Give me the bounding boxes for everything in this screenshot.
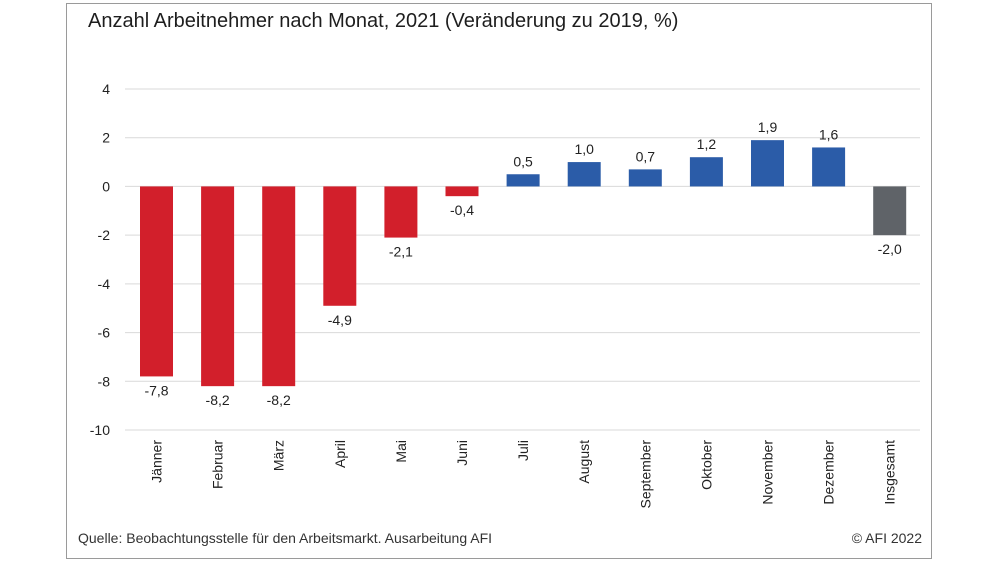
bar — [140, 186, 173, 377]
x-tick-label: Mai — [393, 440, 409, 463]
y-tick-label: -4 — [98, 276, 111, 292]
y-tick-label: 4 — [102, 81, 110, 97]
data-label: 1,2 — [697, 136, 717, 152]
source-note: Quelle: Beobachtungsstelle für den Arbei… — [78, 530, 493, 546]
data-label: -8,2 — [267, 392, 291, 408]
x-tick-label: April — [332, 440, 348, 468]
bar — [506, 174, 540, 187]
bar — [689, 157, 723, 187]
data-label: -4,9 — [328, 312, 352, 328]
data-label: -2,1 — [389, 244, 413, 260]
bar — [384, 186, 418, 238]
data-label: -2,0 — [878, 241, 902, 257]
y-tick-label: 0 — [102, 178, 110, 194]
data-label: -0,4 — [450, 202, 474, 218]
y-tick-label: -6 — [98, 325, 111, 341]
x-tick-label: März — [271, 440, 287, 471]
bar — [201, 186, 235, 387]
x-tick-label: Juni — [454, 440, 470, 466]
data-label: 1,0 — [574, 141, 594, 157]
data-label: 0,7 — [636, 148, 656, 164]
x-tick-label: Oktober — [698, 440, 714, 490]
y-tick-label: -8 — [98, 373, 111, 389]
bar — [323, 186, 357, 306]
bar — [873, 186, 907, 236]
x-tick-label: September — [637, 440, 653, 509]
data-label: -8,2 — [206, 392, 230, 408]
chart-title: Anzahl Arbeitnehmer nach Monat, 2021 (Ve… — [88, 10, 679, 32]
bar — [262, 186, 296, 387]
bar — [751, 140, 784, 187]
y-tick-label: -2 — [98, 227, 111, 243]
data-label: -7,8 — [144, 382, 168, 398]
x-tick-label: Jänner — [149, 440, 165, 483]
bar — [567, 162, 601, 187]
data-label: 1,9 — [758, 119, 778, 135]
x-tick-label: Insgesamt — [882, 440, 898, 505]
y-tick-label: -10 — [90, 422, 110, 438]
bar — [445, 186, 479, 197]
bar — [628, 169, 662, 187]
x-tick-label: Dezember — [821, 440, 837, 505]
x-tick-label: November — [760, 440, 776, 505]
x-tick-label: Februar — [210, 440, 226, 489]
x-tick-label: August — [576, 440, 592, 484]
copyright-note: © AFI 2022 — [851, 530, 922, 546]
data-label: 0,5 — [513, 153, 533, 169]
y-tick-label: 2 — [102, 130, 110, 146]
data-label: 1,6 — [819, 126, 839, 142]
bar — [812, 147, 846, 187]
x-tick-label: Juli — [515, 440, 531, 461]
